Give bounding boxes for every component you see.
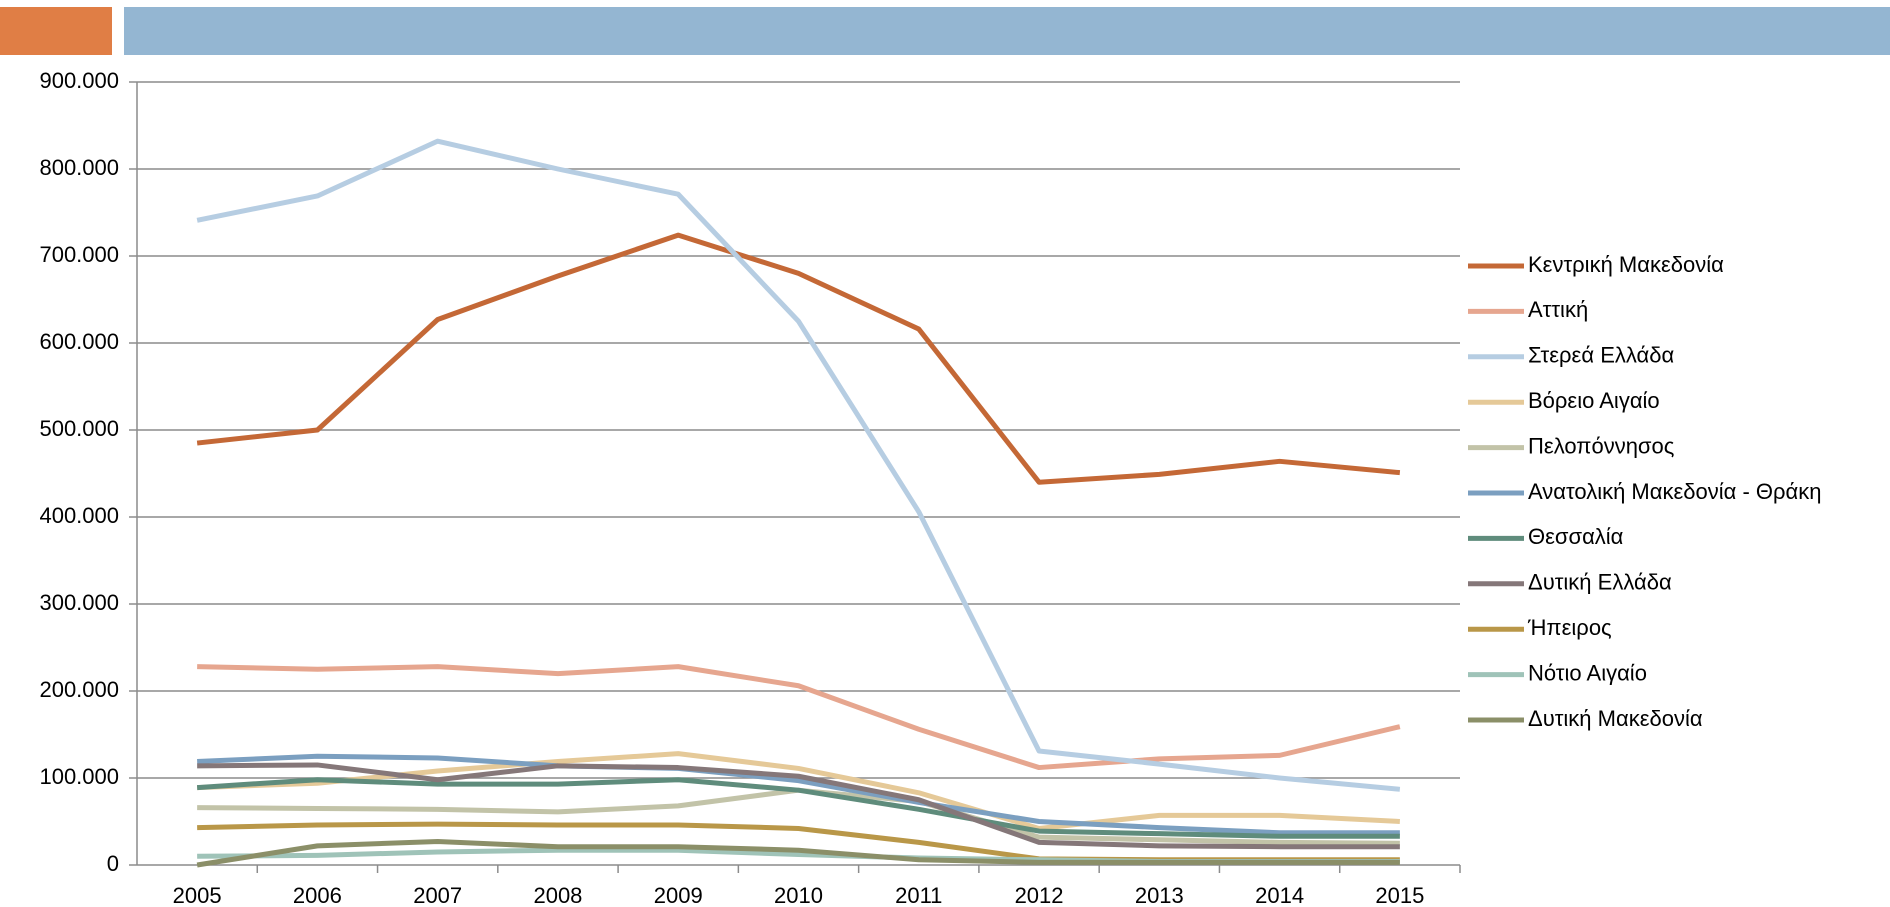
legend-label: Πελοπόννησος <box>1528 433 1674 458</box>
legend-label: Δυτική Ελλάδα <box>1528 570 1672 595</box>
series-line <box>196 777 1400 839</box>
legend-label: Δυτική Μακεδονία <box>1528 706 1703 731</box>
series-line <box>196 839 1400 868</box>
y-tick-label: 200.000 <box>39 677 119 702</box>
x-tick-label: 2015 <box>1375 883 1424 907</box>
legend-label: Στερεά Ελλάδα <box>1528 343 1675 368</box>
y-tick-label: 800.000 <box>39 155 119 180</box>
series-line <box>196 138 1401 792</box>
series-line <box>197 753 1400 836</box>
header-bar <box>124 7 1890 55</box>
legend-label: Νότιο Αιγαίο <box>1528 660 1647 685</box>
legend-label: Θεσσαλία <box>1528 524 1624 549</box>
x-tick-label: 2008 <box>533 883 582 907</box>
series-line <box>197 762 1400 850</box>
y-tick-label: 100.000 <box>39 764 119 789</box>
legend-label: Βόρειο Αιγαίο <box>1528 388 1660 413</box>
x-tick-label: 2009 <box>654 883 703 907</box>
x-tick-label: 2011 <box>895 883 942 907</box>
legend-label: Ανατολική Μακεδονία - Θράκη <box>1528 479 1822 504</box>
x-tick-label: 2012 <box>1015 883 1064 907</box>
x-tick-label: 2005 <box>173 883 222 907</box>
y-tick-label: 900.000 <box>39 68 119 93</box>
x-tick-label: 2013 <box>1135 883 1184 907</box>
y-tick-label: 500.000 <box>39 416 119 441</box>
y-tick-label: 600.000 <box>39 329 119 354</box>
legend-label: Αττική <box>1528 297 1588 322</box>
legend-label: Κεντρική Μακεδονία <box>1528 252 1724 277</box>
x-tick-label: 2006 <box>293 883 342 907</box>
header-accent <box>0 7 112 55</box>
y-tick-label: 700.000 <box>39 242 119 267</box>
legend-label: Ήπειρος <box>1527 615 1612 640</box>
series-line <box>196 232 1401 485</box>
x-tick-label: 2007 <box>413 883 462 907</box>
y-tick-label: 0 <box>107 851 119 876</box>
series-line <box>197 664 1401 771</box>
y-tick-label: 300.000 <box>39 590 119 615</box>
y-tick-label: 400.000 <box>39 503 119 528</box>
x-tick-label: 2010 <box>774 883 823 907</box>
x-tick-label: 2014 <box>1255 883 1304 907</box>
